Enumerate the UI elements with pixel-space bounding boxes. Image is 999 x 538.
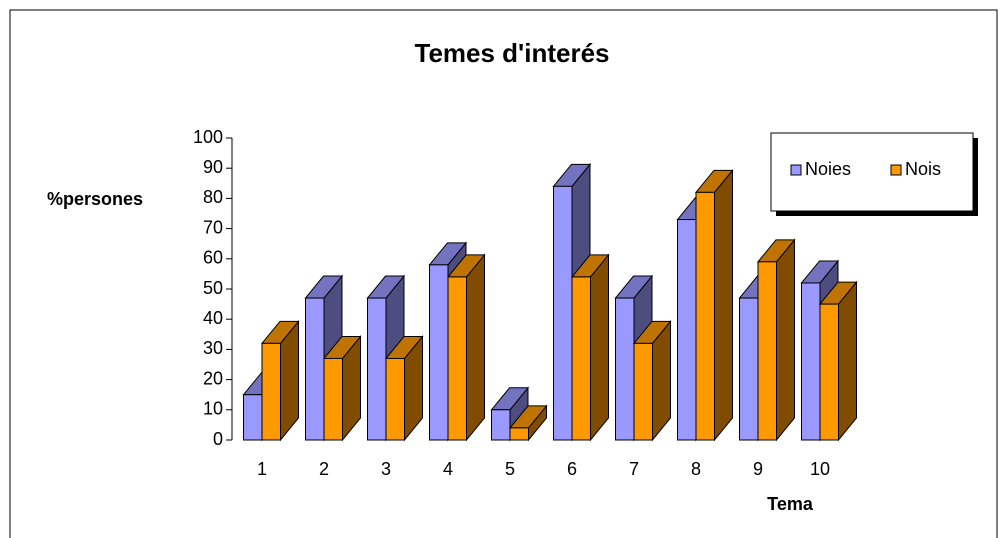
bar-front xyxy=(553,185,573,441)
bar-side xyxy=(590,253,609,442)
bar xyxy=(446,253,486,442)
x-tick-label: 3 xyxy=(381,459,391,479)
bar-front xyxy=(447,276,467,441)
bar-side xyxy=(776,238,795,442)
bar-front xyxy=(491,409,511,441)
x-tick-label: 6 xyxy=(567,459,577,479)
y-tick-label: 0 xyxy=(213,429,223,449)
legend-swatch xyxy=(890,164,902,176)
legend xyxy=(770,132,974,212)
bar xyxy=(384,335,424,442)
bar xyxy=(570,253,610,442)
x-tick-label: 7 xyxy=(629,459,639,479)
bar-front xyxy=(615,297,635,441)
bar xyxy=(756,238,796,442)
bar-front xyxy=(633,342,653,441)
y-tick-label: 90 xyxy=(203,157,223,177)
y-tick-label: 20 xyxy=(203,368,223,388)
bar xyxy=(260,319,300,442)
x-tick-label: 4 xyxy=(443,459,453,479)
bar-front xyxy=(385,357,405,441)
x-tick-label: 5 xyxy=(505,459,515,479)
y-tick-label: 60 xyxy=(203,248,223,268)
y-tick-label: 30 xyxy=(203,338,223,358)
x-tick-label: 2 xyxy=(319,459,329,479)
bar-front xyxy=(819,303,839,441)
bar xyxy=(322,335,362,442)
legend-label: Noies xyxy=(805,159,851,179)
bar xyxy=(694,168,734,442)
bar-front xyxy=(243,394,263,441)
y-tick-label: 80 xyxy=(203,187,223,207)
bar-front xyxy=(801,282,821,441)
bar-front xyxy=(509,427,529,441)
y-tick-label: 100 xyxy=(193,127,223,147)
x-tick-label: 9 xyxy=(753,459,763,479)
y-tick-label: 70 xyxy=(203,217,223,237)
bar-side xyxy=(714,168,733,442)
frame xyxy=(9,9,998,538)
x-tick-label: 1 xyxy=(257,459,267,479)
bar-front xyxy=(323,357,343,441)
bar-side xyxy=(466,253,485,442)
y-axis-label: %persones xyxy=(47,189,143,209)
legend-swatch xyxy=(790,164,802,176)
chart-title: Temes d'interés xyxy=(415,38,610,68)
y-tick-label: 50 xyxy=(203,278,223,298)
bar-side xyxy=(838,280,857,442)
legend-label: Nois xyxy=(905,159,941,179)
y-tick-label: 40 xyxy=(203,308,223,328)
bar xyxy=(818,280,858,442)
bar-front xyxy=(695,191,715,441)
bar-front xyxy=(261,342,281,441)
bar-front xyxy=(757,261,777,441)
x-tick-label: 10 xyxy=(810,459,830,479)
bar-front xyxy=(571,276,591,441)
bar-front xyxy=(677,219,697,441)
x-tick-label: 8 xyxy=(691,459,701,479)
bar xyxy=(508,404,548,442)
bar-front xyxy=(739,297,759,441)
y-tick-label: 10 xyxy=(203,399,223,419)
bar-front xyxy=(305,297,325,441)
bar-front xyxy=(367,297,387,441)
bar-front xyxy=(429,264,449,441)
x-axis-label: Tema xyxy=(767,494,814,514)
bar xyxy=(632,319,672,442)
